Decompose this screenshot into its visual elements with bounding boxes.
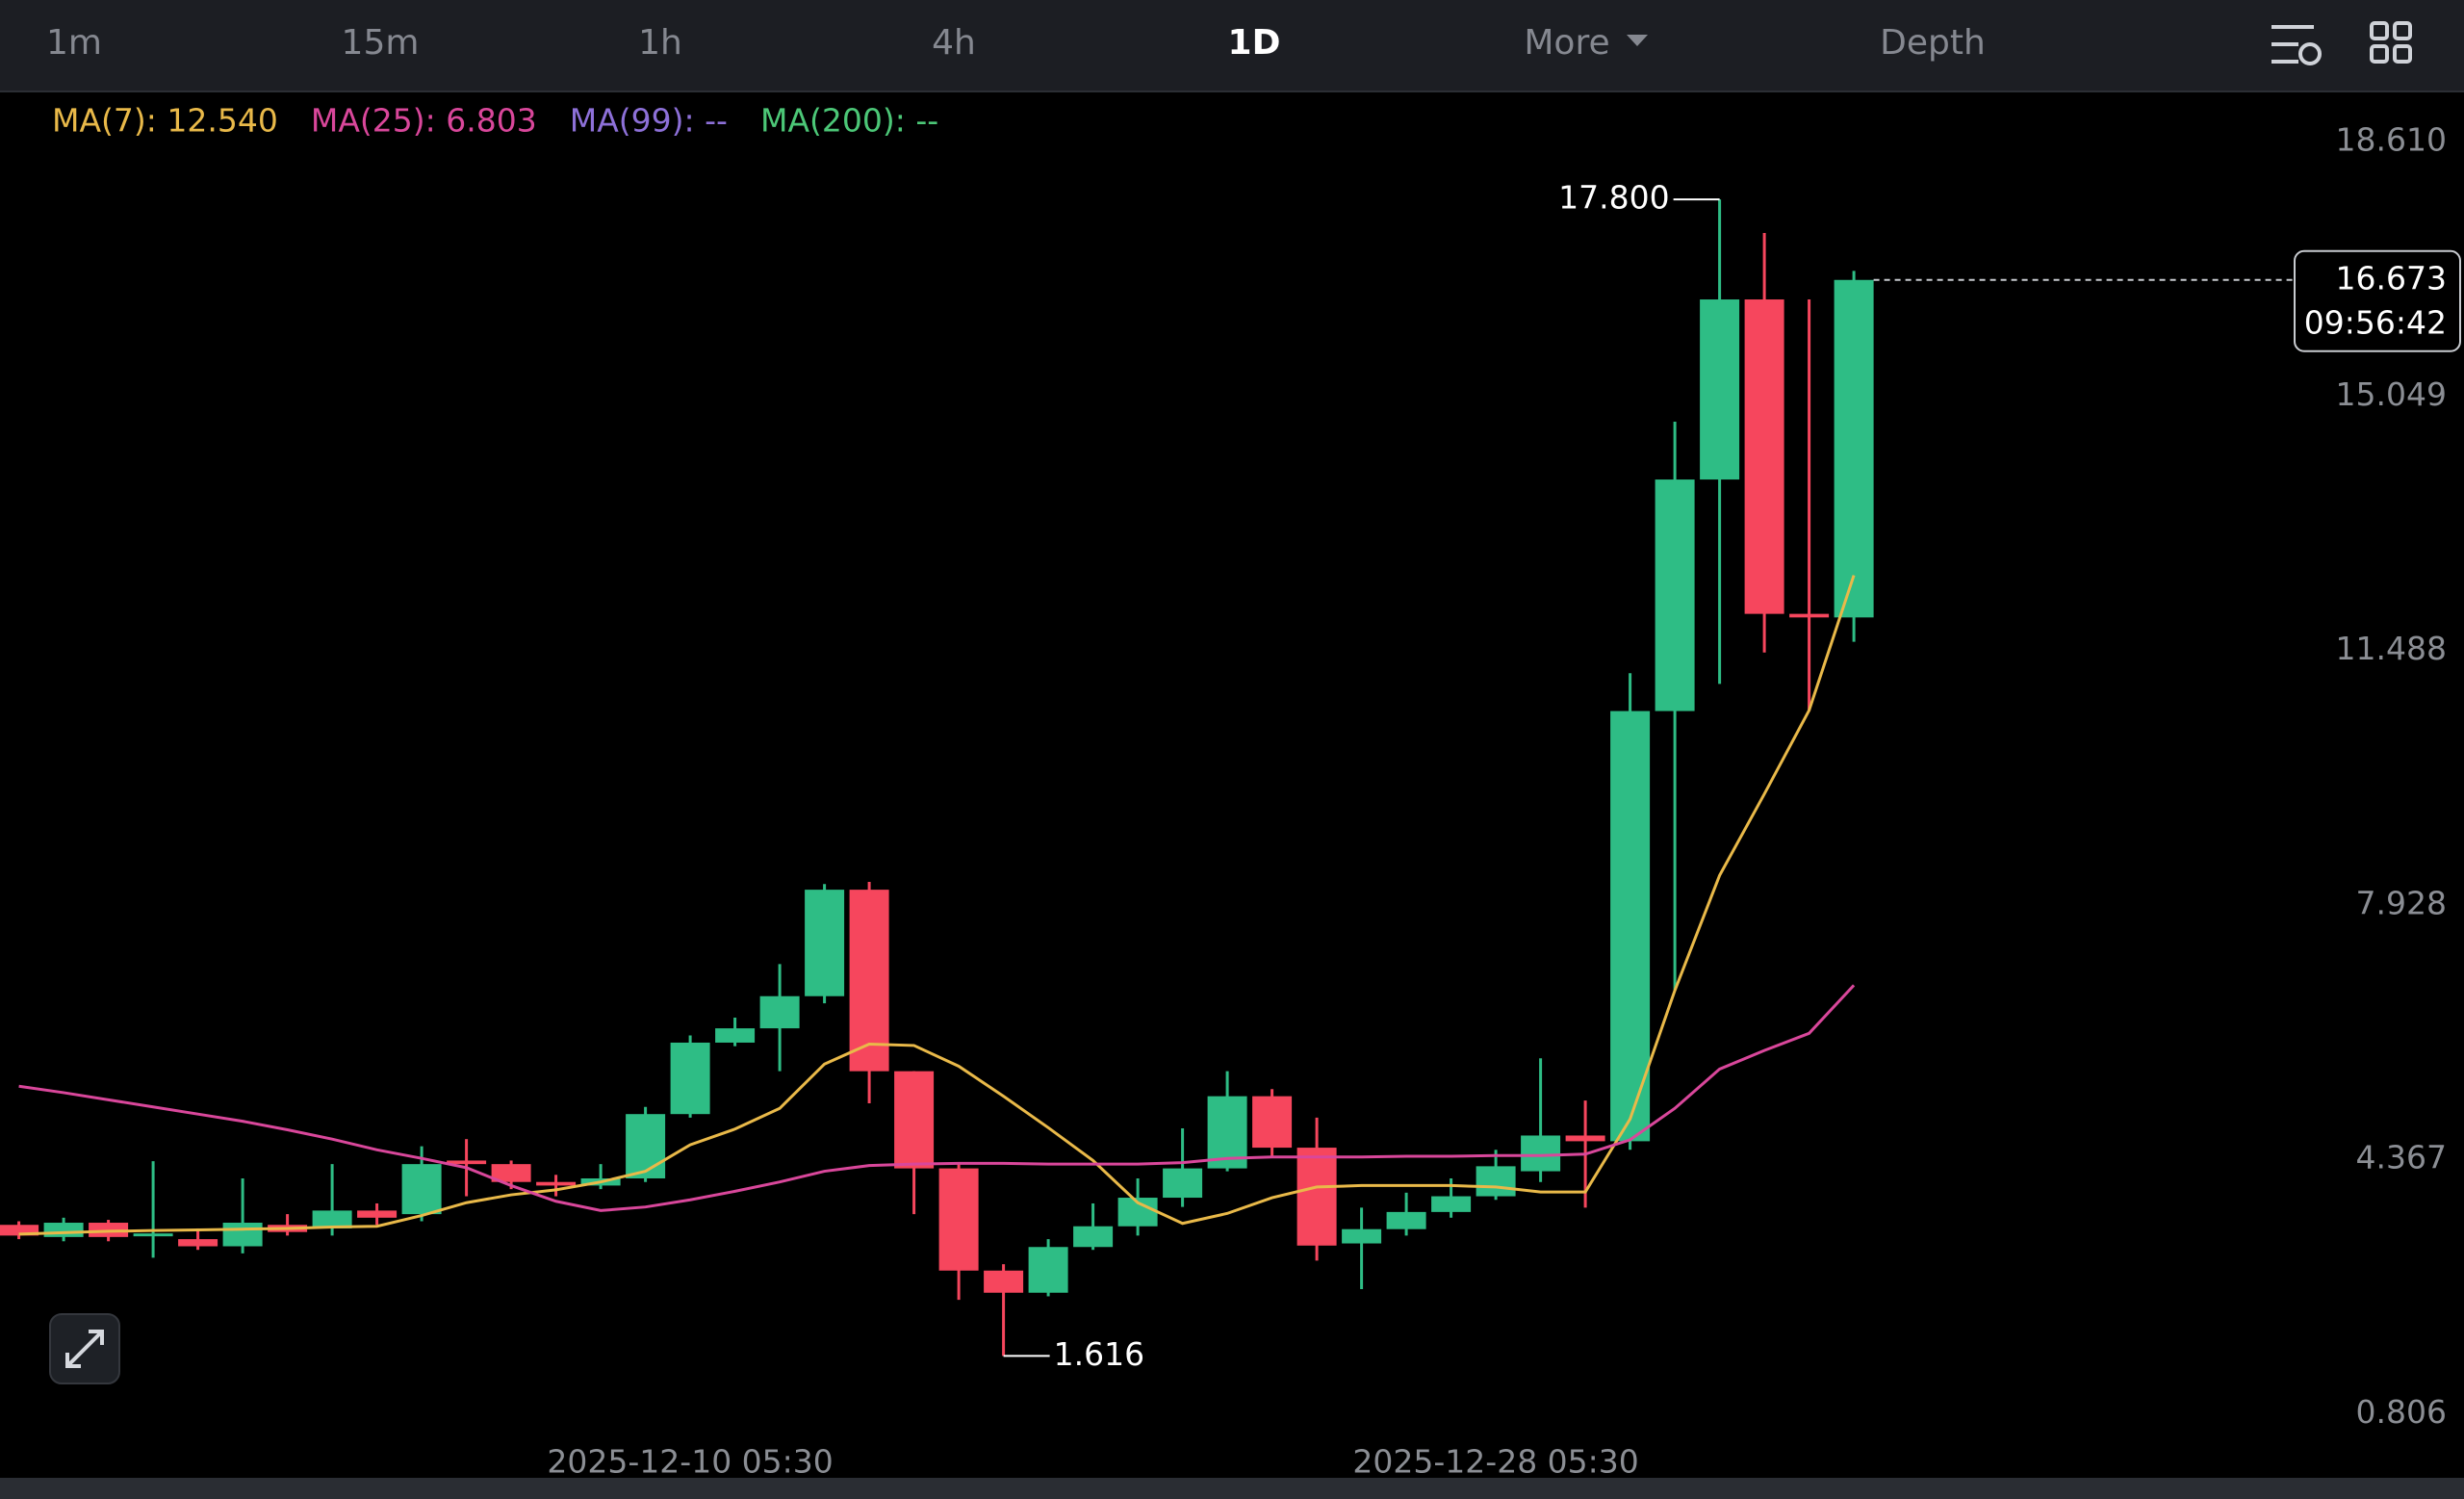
candle-body xyxy=(1834,279,1874,618)
candle-body xyxy=(1476,1166,1516,1197)
candle-body xyxy=(178,1239,218,1247)
candle-body xyxy=(133,1233,173,1237)
dropdown-arrow xyxy=(1627,35,1648,46)
interval-tab[interactable]: 4h xyxy=(932,23,976,63)
candle-body xyxy=(894,1071,935,1169)
candle-body xyxy=(1028,1247,1068,1293)
candle-body xyxy=(1789,613,1830,618)
candle-body xyxy=(1565,1135,1605,1142)
candle-body xyxy=(536,1181,577,1186)
settings-icon[interactable] xyxy=(2272,25,2322,65)
candle-body xyxy=(1207,1096,1247,1169)
interval-tab[interactable]: 1D xyxy=(1228,23,1281,63)
candle-body xyxy=(984,1270,1024,1293)
interval-tab[interactable]: 15m xyxy=(342,23,420,63)
candle-body xyxy=(670,1042,710,1115)
y-tick-label: 11.488 xyxy=(2336,630,2447,667)
candle-body xyxy=(1252,1096,1293,1149)
interval-tab[interactable]: 1m xyxy=(46,23,102,63)
candle-body xyxy=(222,1223,263,1247)
y-tick-label: 7.928 xyxy=(2356,884,2447,921)
last-price: 16.673 xyxy=(2336,259,2447,297)
candle-body xyxy=(43,1223,84,1237)
candle-body xyxy=(1386,1211,1426,1229)
candle-body xyxy=(1431,1196,1472,1212)
candle-body xyxy=(1655,479,1695,711)
ma-line xyxy=(18,984,1856,1212)
candle-body xyxy=(849,890,889,1072)
candle-body xyxy=(491,1164,531,1182)
legend-entry: MA(99): -- xyxy=(570,102,728,140)
legend-entry: MA(200): -- xyxy=(760,102,938,140)
candle-body xyxy=(805,890,845,996)
candle-body xyxy=(447,1160,487,1165)
candle-body xyxy=(626,1114,666,1178)
layout-icon[interactable] xyxy=(2370,21,2412,64)
candle-body xyxy=(1163,1168,1203,1199)
x-tick-label: 2025-12-28 05:30 xyxy=(1352,1443,1638,1481)
candle-body xyxy=(1073,1226,1114,1248)
candle-body xyxy=(357,1210,398,1218)
candle-body xyxy=(1744,299,1784,614)
interval-tab[interactable]: Depth xyxy=(1880,23,1986,63)
x-tick-label: 2025-12-10 05:30 xyxy=(547,1443,833,1481)
candle-body xyxy=(401,1164,442,1215)
ma-line xyxy=(18,575,1856,1236)
last-price-box xyxy=(2294,249,2461,352)
candle-body xyxy=(1610,711,1651,1142)
candle-body xyxy=(1700,299,1740,480)
interval-bar xyxy=(0,0,2464,91)
low-label: 1.616 xyxy=(1054,1335,1144,1373)
candle-body xyxy=(0,1225,39,1236)
y-tick-label: 18.610 xyxy=(2336,120,2447,158)
legend-entry: MA(7): 12.540 xyxy=(52,102,278,140)
candle-body xyxy=(759,995,800,1029)
countdown: 09:56:42 xyxy=(2304,303,2447,341)
candle-body xyxy=(312,1210,352,1228)
bottom-bar xyxy=(0,1478,2464,1499)
high-label: 17.800 xyxy=(1558,179,1669,217)
candle-body xyxy=(1296,1148,1337,1246)
y-tick-label: 15.049 xyxy=(2336,375,2447,413)
candle-body xyxy=(715,1028,756,1043)
interval-tab[interactable]: More xyxy=(1524,23,1609,63)
candle-body xyxy=(1342,1228,1382,1244)
interval-tab[interactable]: 1h xyxy=(638,23,682,63)
legend-entry: MA(25): 6.803 xyxy=(311,102,537,140)
expand-button[interactable] xyxy=(49,1313,120,1384)
y-tick-label: 0.806 xyxy=(2356,1393,2447,1431)
y-tick-label: 4.367 xyxy=(2356,1139,2447,1176)
candle-body xyxy=(1521,1135,1561,1172)
candle-body xyxy=(938,1168,979,1271)
